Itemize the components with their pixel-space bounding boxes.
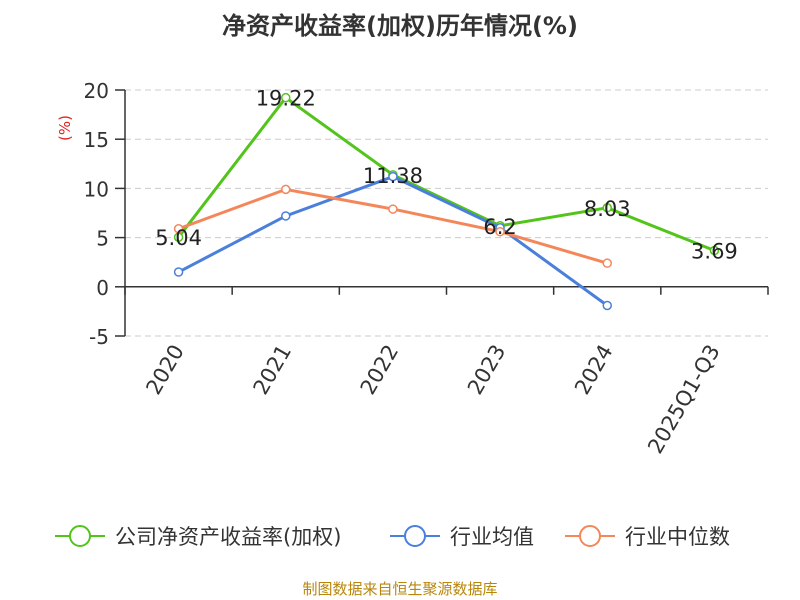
- legend-marker: [579, 525, 601, 547]
- series-line: [177, 95, 715, 252]
- data-label: 6.2: [483, 215, 516, 239]
- data-point: [602, 300, 612, 311]
- legend-label: 行业均值: [450, 525, 534, 549]
- y-tick-label: 5: [96, 227, 109, 251]
- data-label: 5.04: [155, 226, 202, 250]
- legend-marker: [69, 525, 91, 547]
- y-tick-label: -5: [89, 325, 109, 349]
- legend-label: 行业中位数: [625, 525, 730, 549]
- source-note: 制图数据来自恒生聚源数据库: [302, 580, 498, 598]
- y-tick-label: 15: [84, 128, 109, 152]
- data-point: [173, 267, 184, 277]
- data-label: 11.38: [363, 164, 423, 188]
- y-tick-label: 10: [84, 177, 109, 201]
- series-line: [178, 187, 608, 265]
- x-tick-label: 2021: [249, 341, 297, 399]
- x-tick-label: 2024: [570, 341, 618, 399]
- data-point: [388, 171, 398, 182]
- legend-marker: [404, 525, 426, 547]
- data-point: [173, 223, 184, 234]
- legend-label: 公司净资产收益率(加权): [115, 525, 341, 549]
- data-label: 3.69: [691, 239, 738, 263]
- chart-title: 净资产收益率(加权)历年情况(%): [222, 12, 578, 40]
- data-point: [388, 204, 398, 214]
- data-point: [602, 258, 612, 268]
- x-tick-label: 2025Q1-Q3: [643, 341, 725, 458]
- data-point: [281, 184, 291, 195]
- data-point: [602, 203, 612, 213]
- x-tick-label: 2022: [356, 341, 404, 399]
- x-tick-label: 2023: [463, 341, 511, 399]
- data-point: [281, 211, 291, 221]
- data-label: 8.03: [584, 197, 631, 221]
- y-tick-label: 0: [96, 276, 109, 300]
- data-point: [709, 245, 720, 256]
- data-label: 19.22: [256, 87, 316, 111]
- data-point: [281, 92, 291, 103]
- data-point: [495, 226, 505, 237]
- y-tick-label: 20: [84, 79, 109, 103]
- y-axis-label: (%): [56, 115, 74, 141]
- x-tick-label: 2020: [141, 341, 189, 399]
